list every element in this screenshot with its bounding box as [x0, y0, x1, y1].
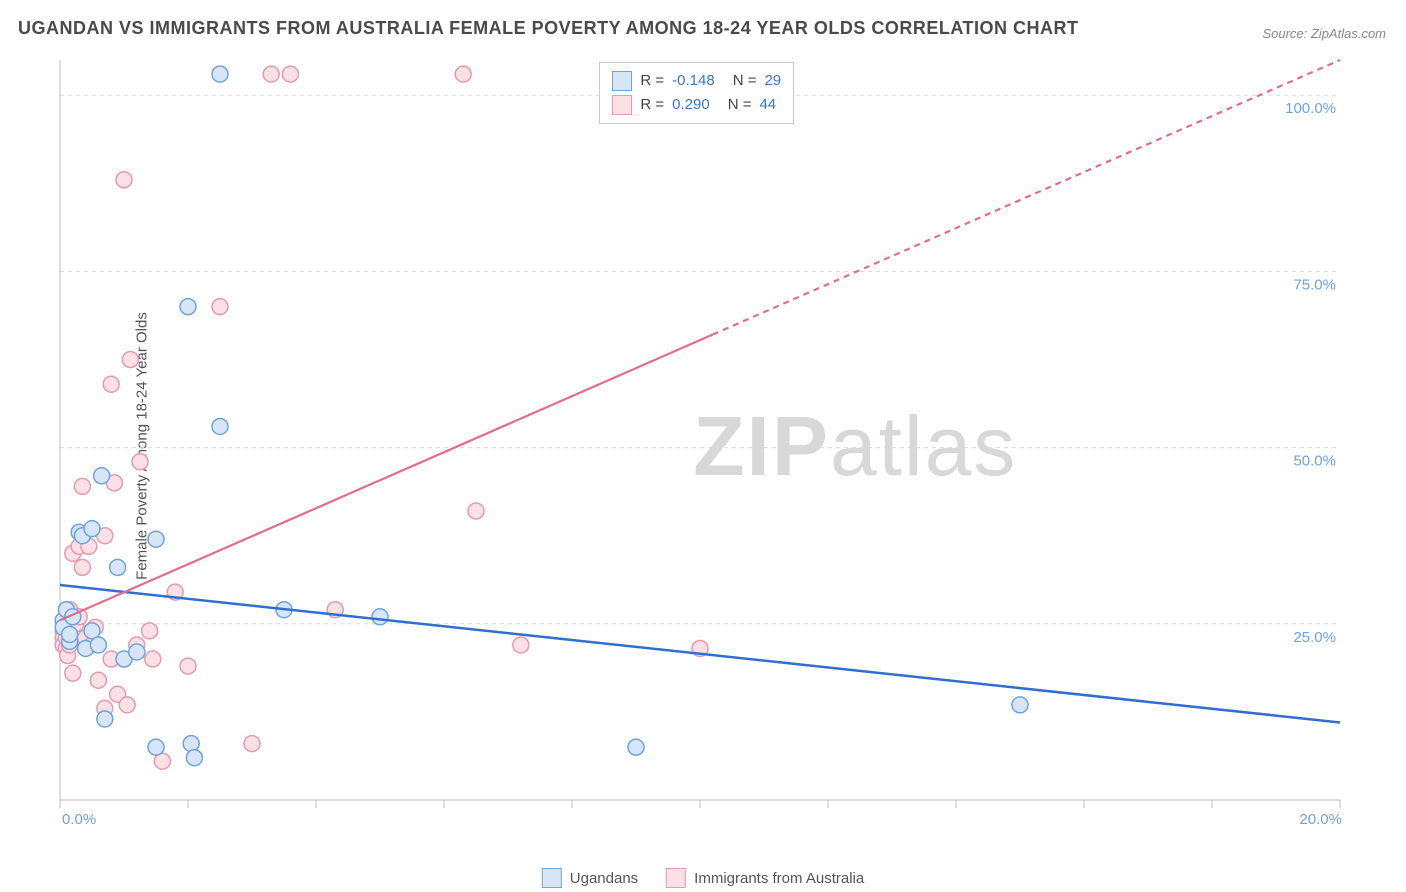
data-point	[116, 172, 132, 188]
data-point	[132, 454, 148, 470]
data-point	[65, 665, 81, 681]
chart-container: UGANDAN VS IMMIGRANTS FROM AUSTRALIA FEM…	[0, 0, 1406, 892]
trend-line	[60, 335, 713, 621]
data-point	[148, 531, 164, 547]
data-point	[145, 651, 161, 667]
data-point	[62, 626, 78, 642]
legend-n-value: 29	[764, 72, 781, 89]
data-point	[180, 299, 196, 315]
data-point	[372, 609, 388, 625]
data-point	[212, 418, 228, 434]
data-point	[513, 637, 529, 653]
correlation-legend-row: R = 0.290 N = 44	[612, 93, 781, 117]
correlation-legend: R = -0.148 N = 29 R = 0.290 N = 44	[599, 62, 794, 124]
data-point	[183, 736, 199, 752]
data-point	[282, 66, 298, 82]
series-legend: Ugandans Immigrants from Australia	[542, 868, 864, 888]
data-point	[263, 66, 279, 82]
data-point	[74, 559, 90, 575]
source-label: Source: ZipAtlas.com	[1262, 26, 1386, 41]
legend-n-label: N =	[728, 96, 752, 113]
plot-area: 25.0%50.0%75.0%100.0%0.0%20.0% ZIPatlas …	[50, 50, 1390, 840]
data-point	[212, 66, 228, 82]
data-point	[148, 739, 164, 755]
legend-swatch	[612, 71, 632, 91]
data-point	[119, 697, 135, 713]
x-tick-label: 20.0%	[1299, 811, 1342, 828]
chart-title: UGANDAN VS IMMIGRANTS FROM AUSTRALIA FEM…	[18, 18, 1079, 39]
data-point	[90, 672, 106, 688]
data-point	[84, 521, 100, 537]
legend-swatch	[542, 868, 562, 888]
legend-r-label: R =	[640, 72, 664, 89]
data-point	[122, 352, 138, 368]
legend-n-label: N =	[733, 72, 757, 89]
legend-label: Immigrants from Australia	[694, 870, 864, 887]
legend-r-value: -0.148	[672, 72, 715, 89]
legend-item: Immigrants from Australia	[666, 868, 864, 888]
data-point	[244, 736, 260, 752]
legend-n-value: 44	[759, 96, 776, 113]
scatter-chart-svg: 25.0% 50.0% 75.0% 100.0% 0.0% 20.0%	[50, 50, 1390, 840]
y-tick-label: 75.0%	[1293, 276, 1336, 293]
data-point	[103, 376, 119, 392]
legend-r-label: R =	[640, 96, 664, 113]
y-tick-label: 50.0%	[1293, 453, 1336, 470]
data-point	[142, 623, 158, 639]
data-point	[90, 637, 106, 653]
x-tick-label: 0.0%	[62, 811, 96, 828]
data-point	[1012, 697, 1028, 713]
data-point	[94, 468, 110, 484]
data-point	[455, 66, 471, 82]
legend-swatch	[666, 868, 686, 888]
data-point	[180, 658, 196, 674]
data-point	[110, 559, 126, 575]
trend-line-dashed	[713, 60, 1340, 335]
legend-item: Ugandans	[542, 868, 638, 888]
data-point	[212, 299, 228, 315]
correlation-legend-row: R = -0.148 N = 29	[612, 69, 781, 93]
data-point	[628, 739, 644, 755]
data-point	[468, 503, 484, 519]
trend-line	[60, 585, 1340, 722]
y-tick-label: 25.0%	[1293, 629, 1336, 646]
data-point	[74, 478, 90, 494]
data-point	[186, 750, 202, 766]
data-point	[97, 711, 113, 727]
legend-label: Ugandans	[570, 870, 638, 887]
data-point	[129, 644, 145, 660]
y-tick-label: 100.0%	[1285, 100, 1336, 117]
legend-swatch	[612, 95, 632, 115]
legend-r-value: 0.290	[672, 96, 710, 113]
